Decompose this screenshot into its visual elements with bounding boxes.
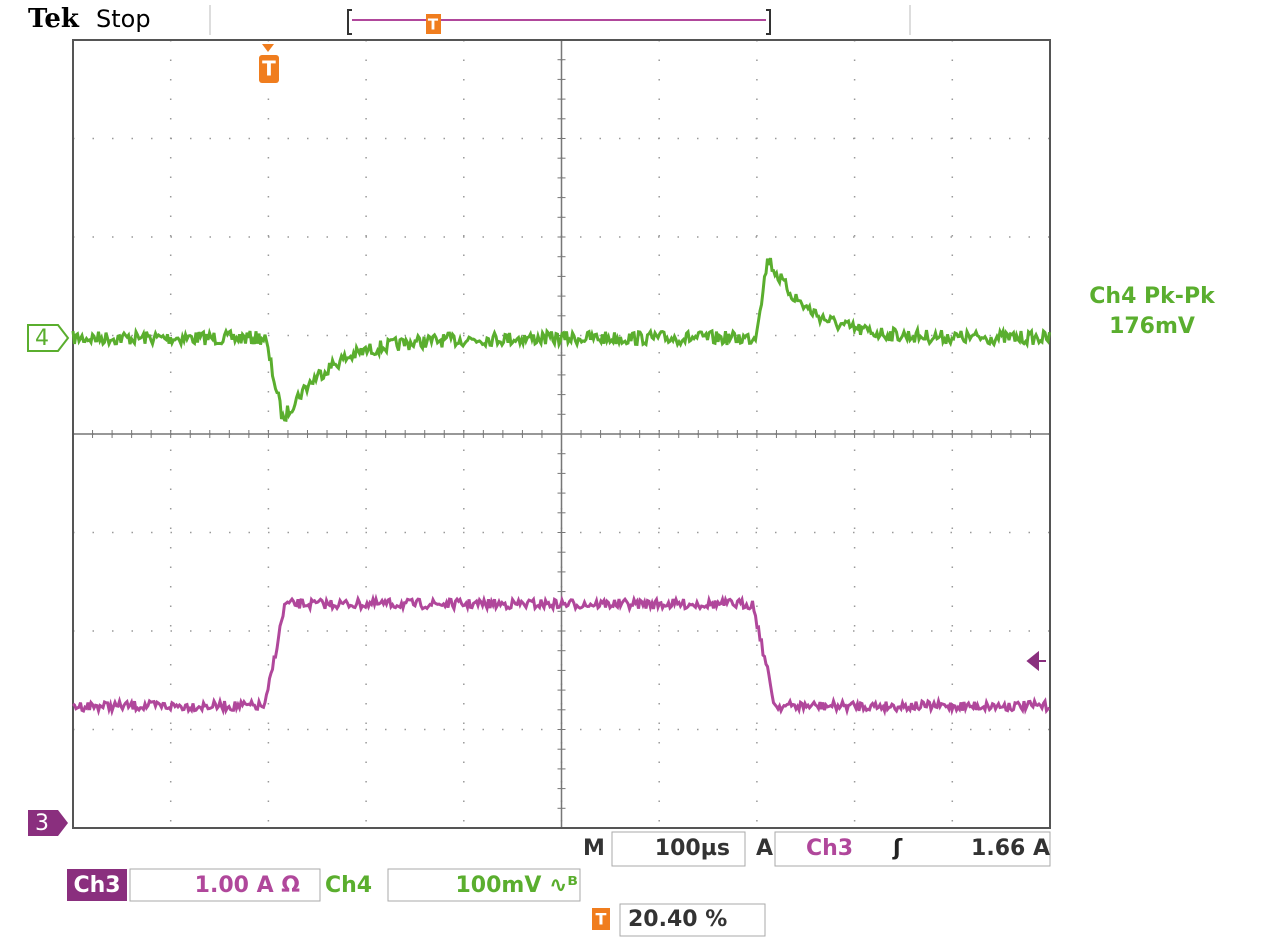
timebase-box (611, 831, 746, 867)
graticule-border (72, 39, 1051, 829)
ch3-waveform (72, 593, 1051, 717)
ch4-scale-box (387, 868, 581, 902)
ch4-waveform (71, 257, 1051, 422)
position-icon-label: T (596, 910, 607, 929)
brand: Tek (28, 4, 80, 34)
ch4-marker-label: 4 (35, 326, 49, 351)
trigger-box (774, 831, 1051, 867)
trigger-source: Ch3 (806, 836, 853, 861)
position-icon (592, 908, 610, 930)
readout-label: Ch4 Pk-Pk (1089, 284, 1216, 309)
trigger-level-marker (1026, 650, 1046, 672)
position-box (619, 903, 766, 937)
ch3-name: Ch3 (73, 873, 120, 898)
trigger-pointer (262, 44, 274, 52)
trigger-a: A (756, 836, 773, 861)
ch3-scale-box (129, 868, 321, 902)
ch3-badge (67, 869, 127, 901)
ch4-marker (27, 324, 70, 352)
readout-value: 176mV (1109, 314, 1195, 339)
trigger-marker-label: T (428, 16, 439, 34)
status: Stop (96, 5, 151, 33)
ch4-scale: 100mV ∿ᴮ (455, 873, 578, 898)
record-bracket (347, 9, 771, 35)
ch3-marker-label: 3 (35, 811, 49, 836)
trigger-position-marker (259, 55, 279, 83)
trigger-level: 1.66 A (971, 836, 1050, 861)
trigger-slope: ʃ (892, 836, 903, 861)
ch3-scale: 1.00 A Ω (195, 873, 301, 898)
ch3-marker (28, 810, 68, 836)
position-value: 20.40 % (628, 907, 727, 932)
timebase-m: M (583, 836, 605, 861)
ch4-name: Ch4 (325, 873, 372, 898)
trigger-position-label: T (262, 57, 276, 81)
timebase-value: 100µs (655, 836, 730, 861)
trigger-marker (426, 14, 441, 34)
